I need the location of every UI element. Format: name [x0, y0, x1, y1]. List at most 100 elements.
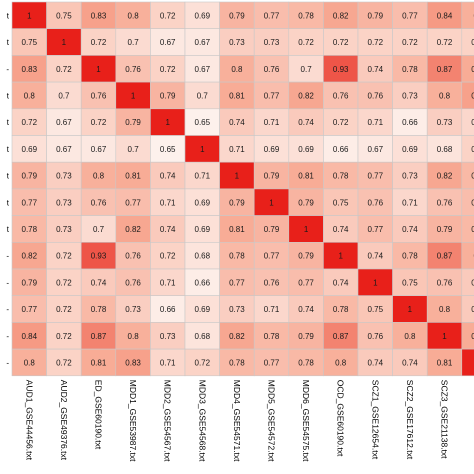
cell-value-label: 0.74 [298, 118, 314, 127]
cell-value-label: 0.73 [229, 305, 245, 314]
cell-value-label: 0.77 [264, 91, 280, 100]
cell-value-label: 0.83 [22, 65, 38, 74]
heatmap-cell [323, 81, 359, 110]
heatmap-cell [219, 108, 255, 136]
heatmap-cell [253, 268, 290, 297]
heatmap-cell [150, 161, 186, 190]
cell-value-label: 0.74 [402, 358, 418, 367]
cell-value-label: 0.69 [195, 305, 211, 314]
heatmap-cell [80, 348, 117, 377]
heatmap-cell [357, 108, 393, 136]
cell-value-label: 0.7 [58, 91, 70, 100]
cell-value-label: 0.79 [22, 172, 38, 181]
heatmap-cell [461, 295, 474, 323]
column-tick-label: MDD2_GSE54567.txt [163, 380, 173, 462]
cell-value-label: 0.78 [402, 65, 418, 74]
cell-value-label: 0.77 [125, 198, 141, 207]
cell-value-label: 0.82 [229, 332, 245, 341]
cell-value-label: 0.67 [195, 38, 211, 47]
cell-value-label: 0.72 [298, 38, 314, 47]
cell-value-label: 0.74 [333, 225, 349, 234]
cell-value-label: 0.73 [402, 172, 418, 181]
cell-value-label: 0.73 [229, 38, 245, 47]
cell-value-label: 0.73 [160, 332, 176, 341]
heatmap-cell [357, 28, 393, 56]
column-tick-label: MDD4_GSE54571.txt [232, 380, 242, 462]
heatmap-cell [115, 268, 151, 297]
heatmap-cell [461, 188, 474, 216]
heatmap-cell [323, 28, 359, 56]
cell-value-label: 0.74 [333, 278, 349, 287]
cell-value-label: 1 [27, 11, 32, 20]
cell-value-label: 0.76 [437, 198, 453, 207]
cell-value-label: 0.71 [195, 172, 211, 181]
column-tick-label: MDD6_GSE54575.txt [301, 380, 311, 462]
heatmap-cell [184, 322, 220, 350]
heatmap-cell [219, 295, 255, 323]
cell-value-label: 0.72 [22, 118, 38, 127]
cell-value-label: 0.83 [471, 91, 474, 100]
heatmap-cell [357, 348, 393, 377]
cell-value-label: 0.67 [91, 145, 107, 154]
row-tick-label: t [7, 172, 10, 181]
cell-value-label: 0.74 [160, 172, 176, 181]
heatmap-cell [80, 268, 117, 297]
cell-value-label: 0.76 [368, 198, 384, 207]
cell-value-label: 0.87 [333, 332, 349, 341]
heatmap-cell [11, 1, 47, 30]
cell-value-label: 0.76 [333, 91, 349, 100]
cell-value-label: 0.73 [56, 225, 72, 234]
heatmap-cell [392, 55, 428, 83]
cell-value-label: 0.72 [91, 38, 107, 47]
cell-value-label: 0.65 [195, 118, 211, 127]
cell-value-label: 0.7 [197, 91, 209, 100]
heatmap-cell [461, 268, 474, 297]
heatmap-cell [184, 81, 220, 110]
cell-value-label: 0.78 [471, 172, 474, 181]
cell-value-label: 0.8 [335, 358, 347, 367]
heatmap-cell [46, 348, 82, 377]
heatmap-cell [46, 295, 82, 323]
cell-value-label: 0.76 [368, 91, 384, 100]
column-tick-label: AUD2_GSE49376.txt [59, 380, 69, 461]
cell-value-label: 0.78 [471, 225, 474, 234]
cell-value-label: 0.77 [264, 252, 280, 261]
cell-value-label: 0.83 [91, 11, 107, 20]
cell-value-label: 0.75 [333, 198, 349, 207]
heatmap-cell [46, 135, 82, 163]
cell-value-label: 0.72 [402, 38, 418, 47]
cell-value-label: 0.79 [264, 172, 280, 181]
cell-value-label: 0.78 [229, 358, 245, 367]
heatmap-cell [288, 135, 324, 163]
heatmap-cell [323, 322, 359, 350]
heatmap-cell [253, 81, 290, 110]
cell-value-label: 0.8 [404, 332, 416, 341]
cell-value-label: 0.73 [437, 118, 453, 127]
row-tick-label: t [7, 145, 10, 154]
heatmap-cell [357, 268, 393, 297]
cell-value-label: 0.81 [125, 172, 141, 181]
heatmap-cell [219, 135, 255, 163]
cell-value-label: 0.77 [264, 11, 280, 20]
heatmap-cell [426, 81, 463, 110]
cell-value-label: 0.72 [195, 358, 211, 367]
heatmap-cell [80, 188, 117, 216]
column-tick-label: AUD1_GSE44456.txt [24, 380, 34, 461]
heatmap-cell [357, 215, 393, 243]
heatmap-cell [115, 215, 151, 243]
heatmap-cell [288, 322, 324, 350]
cell-value-label: 0.72 [56, 332, 72, 341]
cell-value-label: 0.78 [264, 332, 280, 341]
cell-value-label: 0.73 [56, 198, 72, 207]
cell-value-label: 0.78 [229, 252, 245, 261]
heatmap-cell [11, 268, 47, 297]
cell-value-label: 0.81 [229, 225, 245, 234]
heatmap-cell [253, 55, 290, 83]
heatmap-cell [461, 348, 474, 377]
cell-value-label: 0.82 [437, 172, 453, 181]
cell-value-label: 0.72 [333, 118, 349, 127]
cell-value-label: 0.8 [128, 332, 140, 341]
row-tick-label: - [6, 305, 9, 314]
cell-value-label: 0.75 [22, 38, 38, 47]
heatmap-cell [323, 268, 359, 297]
